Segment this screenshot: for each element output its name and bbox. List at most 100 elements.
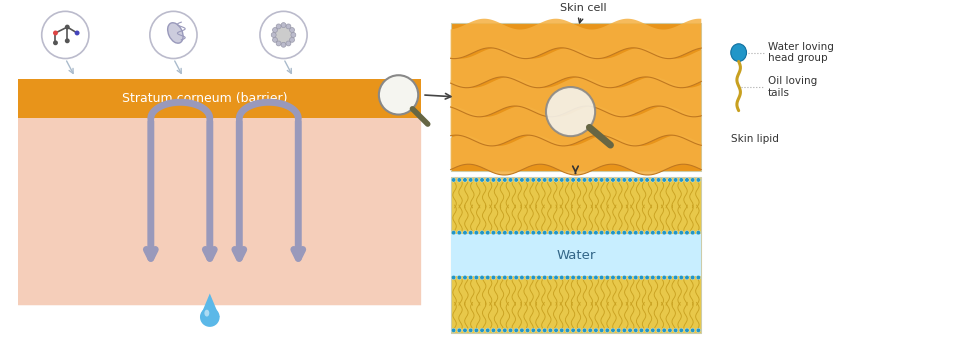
Circle shape xyxy=(560,276,564,280)
Circle shape xyxy=(281,23,286,28)
Circle shape xyxy=(542,276,547,280)
Circle shape xyxy=(628,178,632,182)
Circle shape xyxy=(537,230,541,235)
Circle shape xyxy=(650,230,655,235)
Circle shape xyxy=(605,328,609,333)
Circle shape xyxy=(576,276,581,280)
Circle shape xyxy=(634,230,638,235)
Circle shape xyxy=(274,25,293,45)
Circle shape xyxy=(457,276,461,280)
Circle shape xyxy=(480,276,485,280)
Circle shape xyxy=(616,328,621,333)
Circle shape xyxy=(634,178,638,182)
Circle shape xyxy=(582,230,587,235)
Circle shape xyxy=(571,276,575,280)
Circle shape xyxy=(690,276,695,280)
Circle shape xyxy=(548,328,553,333)
Circle shape xyxy=(628,276,632,280)
Circle shape xyxy=(554,230,559,235)
Circle shape xyxy=(514,178,519,182)
Circle shape xyxy=(53,40,58,45)
Circle shape xyxy=(571,328,575,333)
Circle shape xyxy=(662,178,666,182)
Circle shape xyxy=(463,230,467,235)
Text: Oil loving
tails: Oil loving tails xyxy=(768,76,817,98)
Circle shape xyxy=(42,11,89,58)
Circle shape xyxy=(64,25,70,30)
Circle shape xyxy=(610,276,615,280)
Circle shape xyxy=(622,178,627,182)
Circle shape xyxy=(668,328,672,333)
Circle shape xyxy=(537,328,541,333)
Circle shape xyxy=(571,230,575,235)
Circle shape xyxy=(503,276,507,280)
Circle shape xyxy=(684,178,689,182)
Circle shape xyxy=(531,178,535,182)
Circle shape xyxy=(554,276,559,280)
Circle shape xyxy=(616,230,621,235)
Circle shape xyxy=(480,328,485,333)
Circle shape xyxy=(491,276,495,280)
Circle shape xyxy=(560,178,564,182)
Circle shape xyxy=(600,276,604,280)
Circle shape xyxy=(537,178,541,182)
Circle shape xyxy=(656,328,661,333)
Circle shape xyxy=(520,230,524,235)
Text: Water: Water xyxy=(557,249,596,262)
Circle shape xyxy=(600,230,604,235)
Circle shape xyxy=(576,328,581,333)
Circle shape xyxy=(576,178,581,182)
Circle shape xyxy=(674,178,678,182)
Circle shape xyxy=(474,276,479,280)
Circle shape xyxy=(600,178,604,182)
Text: Stratum corneum (barrier): Stratum corneum (barrier) xyxy=(122,92,288,105)
Circle shape xyxy=(491,178,495,182)
Circle shape xyxy=(680,328,683,333)
Circle shape xyxy=(644,328,649,333)
Circle shape xyxy=(656,230,661,235)
Circle shape xyxy=(486,328,489,333)
Circle shape xyxy=(503,178,507,182)
Circle shape xyxy=(582,328,587,333)
Circle shape xyxy=(644,230,649,235)
Circle shape xyxy=(576,230,581,235)
Circle shape xyxy=(526,230,529,235)
Circle shape xyxy=(640,276,644,280)
Polygon shape xyxy=(19,101,421,305)
Circle shape xyxy=(594,230,598,235)
Circle shape xyxy=(566,328,569,333)
Circle shape xyxy=(684,230,689,235)
Circle shape xyxy=(650,178,655,182)
Circle shape xyxy=(696,328,700,333)
Circle shape xyxy=(503,328,507,333)
Circle shape xyxy=(526,276,529,280)
Bar xyxy=(450,178,701,333)
Circle shape xyxy=(594,328,598,333)
Circle shape xyxy=(290,28,294,32)
Circle shape xyxy=(610,328,615,333)
Circle shape xyxy=(690,328,695,333)
Circle shape xyxy=(276,24,281,29)
Bar xyxy=(450,23,701,171)
Circle shape xyxy=(548,276,553,280)
Circle shape xyxy=(480,178,485,182)
Circle shape xyxy=(634,328,638,333)
Circle shape xyxy=(696,230,700,235)
Text: Skin cell: Skin cell xyxy=(560,3,606,23)
Circle shape xyxy=(379,75,418,115)
Circle shape xyxy=(64,39,70,43)
Circle shape xyxy=(644,178,649,182)
Circle shape xyxy=(542,328,547,333)
Circle shape xyxy=(640,178,644,182)
Circle shape xyxy=(469,276,473,280)
Circle shape xyxy=(469,328,473,333)
Ellipse shape xyxy=(731,44,747,62)
Circle shape xyxy=(668,276,672,280)
Circle shape xyxy=(634,276,638,280)
Circle shape xyxy=(531,328,535,333)
Circle shape xyxy=(680,276,683,280)
Circle shape xyxy=(273,28,278,32)
Circle shape xyxy=(560,230,564,235)
Circle shape xyxy=(286,24,291,29)
Circle shape xyxy=(622,230,627,235)
